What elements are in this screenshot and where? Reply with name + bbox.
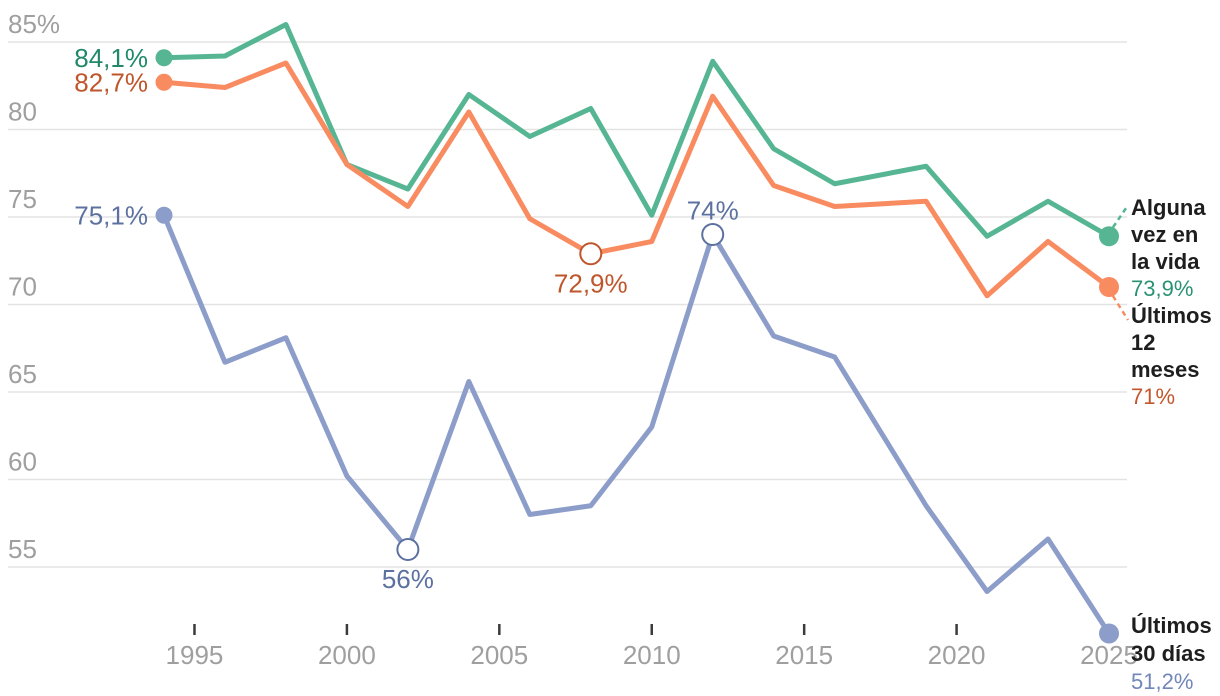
data-point-marker[interactable]: [579, 242, 603, 266]
data-point-label: 56%: [382, 564, 434, 594]
series-name-label: Últimos 30 días: [1131, 613, 1212, 666]
y-axis-label: 80: [8, 97, 37, 127]
series-layer: [155, 22, 1130, 644]
end-label-block-1: Últimos 12 meses 71%: [1131, 302, 1215, 410]
series-end-value: 51,2%: [1131, 669, 1194, 694]
x-axis: 1995 2000 2005 2010 2015 2020 2025: [166, 624, 1138, 670]
data-point-label: 75,1%: [74, 200, 148, 230]
x-axis-label: 2000: [318, 640, 376, 670]
data-point-label: 72,9%: [554, 268, 628, 298]
y-axis-label: 55: [8, 534, 37, 564]
series-name-label: Alguna vez en la vida: [1131, 195, 1206, 274]
series-start-dot-1[interactable]: [155, 73, 173, 91]
x-axis-label: 2010: [623, 640, 681, 670]
series-name-label: Últimos 12 meses: [1131, 303, 1212, 382]
end-label-block-0: Alguna vez en la vida 73,9%: [1131, 194, 1215, 302]
data-point-label: 74%: [687, 196, 739, 226]
series-line-1[interactable]: [161, 60, 1112, 299]
leader-line-0: [1111, 204, 1130, 228]
x-axis-label: 1995: [166, 640, 224, 670]
y-axis-label: 60: [8, 447, 37, 477]
y-axis-label: 70: [8, 272, 37, 302]
grid-layer: 85% 80 75 70 65 60 55: [8, 9, 1127, 568]
data-point-label: 82,7%: [74, 67, 148, 97]
data-point-marker[interactable]: [396, 538, 420, 561]
end-label-block-2: Últimos 30 días 51,2%: [1131, 612, 1215, 696]
series-start-dot-2[interactable]: [155, 206, 173, 224]
x-axis-label: 2025: [1080, 640, 1138, 670]
annotation-layer: 84,1%82,7% 75,1% 72,9% 56% 74%: [74, 43, 738, 594]
series-end-dot-2[interactable]: [1099, 623, 1120, 644]
series-line-2[interactable]: [161, 212, 1112, 636]
series-end-value: 73,9%: [1131, 276, 1194, 301]
x-axis-label: 2015: [775, 640, 833, 670]
end-labels-bottom: Últimos 30 días 51,2%: [1131, 612, 1215, 696]
leader-line-1: [1111, 295, 1130, 321]
data-point-label: 84,1%: [74, 43, 148, 73]
x-axis-label: 2020: [928, 640, 986, 670]
y-axis-label: 75: [8, 184, 37, 214]
x-axis-label: 2005: [470, 640, 528, 670]
series-end-dot-1[interactable]: [1099, 277, 1120, 297]
series-end-dot-0[interactable]: [1099, 226, 1120, 247]
series-start-dot-0[interactable]: [155, 49, 173, 67]
data-point-marker[interactable]: [701, 223, 725, 246]
y-axis-label: 65: [8, 359, 37, 389]
series-end-value: 71%: [1131, 384, 1176, 409]
y-axis-label: 85%: [8, 9, 60, 39]
end-labels-top: Alguna vez en la vida 73,9% Últimos 12 mes…: [1131, 194, 1215, 410]
series-line-0[interactable]: [161, 22, 1112, 239]
